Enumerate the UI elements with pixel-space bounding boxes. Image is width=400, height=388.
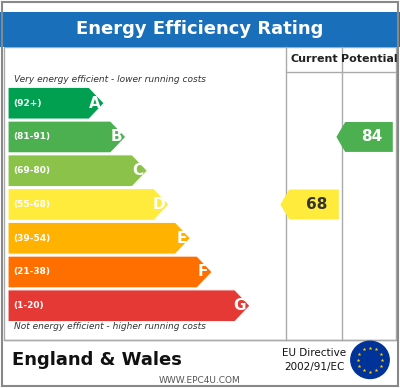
Polygon shape [8, 87, 104, 119]
Text: (92+): (92+) [13, 99, 41, 108]
Text: Very energy efficient - lower running costs: Very energy efficient - lower running co… [14, 75, 206, 84]
Polygon shape [8, 121, 126, 153]
Text: EU Directive
2002/91/EC: EU Directive 2002/91/EC [282, 348, 346, 372]
Bar [4, 47, 396, 340]
Text: B: B [110, 130, 122, 144]
Polygon shape [8, 256, 212, 288]
Bar [0, 12, 400, 47]
Text: WWW.EPC4U.COM: WWW.EPC4U.COM [159, 376, 241, 385]
Text: G: G [234, 298, 246, 313]
Polygon shape [8, 155, 147, 187]
Text: Not energy efficient - higher running costs: Not energy efficient - higher running co… [14, 322, 206, 331]
Text: England & Wales: England & Wales [12, 351, 182, 369]
Text: (69-80): (69-80) [13, 166, 50, 175]
Polygon shape [8, 222, 190, 254]
Text: (1-20): (1-20) [13, 301, 44, 310]
Text: (39-54): (39-54) [13, 234, 50, 243]
Text: C: C [132, 163, 144, 178]
Polygon shape [8, 189, 169, 220]
Text: (55-68): (55-68) [13, 200, 50, 209]
Text: Current: Current [290, 54, 338, 64]
Text: D: D [152, 197, 165, 212]
Polygon shape [336, 122, 393, 152]
Text: 84: 84 [361, 130, 382, 144]
Circle shape [351, 341, 389, 379]
Text: Potential: Potential [341, 54, 397, 64]
Text: E: E [176, 231, 186, 246]
Text: (81-91): (81-91) [13, 132, 50, 142]
Polygon shape [280, 189, 339, 220]
Text: (21-38): (21-38) [13, 267, 50, 277]
Text: F: F [198, 265, 208, 279]
Text: A: A [88, 96, 100, 111]
Polygon shape [8, 290, 250, 322]
Text: Energy Efficiency Rating: Energy Efficiency Rating [76, 20, 324, 38]
Text: 68: 68 [306, 197, 327, 212]
